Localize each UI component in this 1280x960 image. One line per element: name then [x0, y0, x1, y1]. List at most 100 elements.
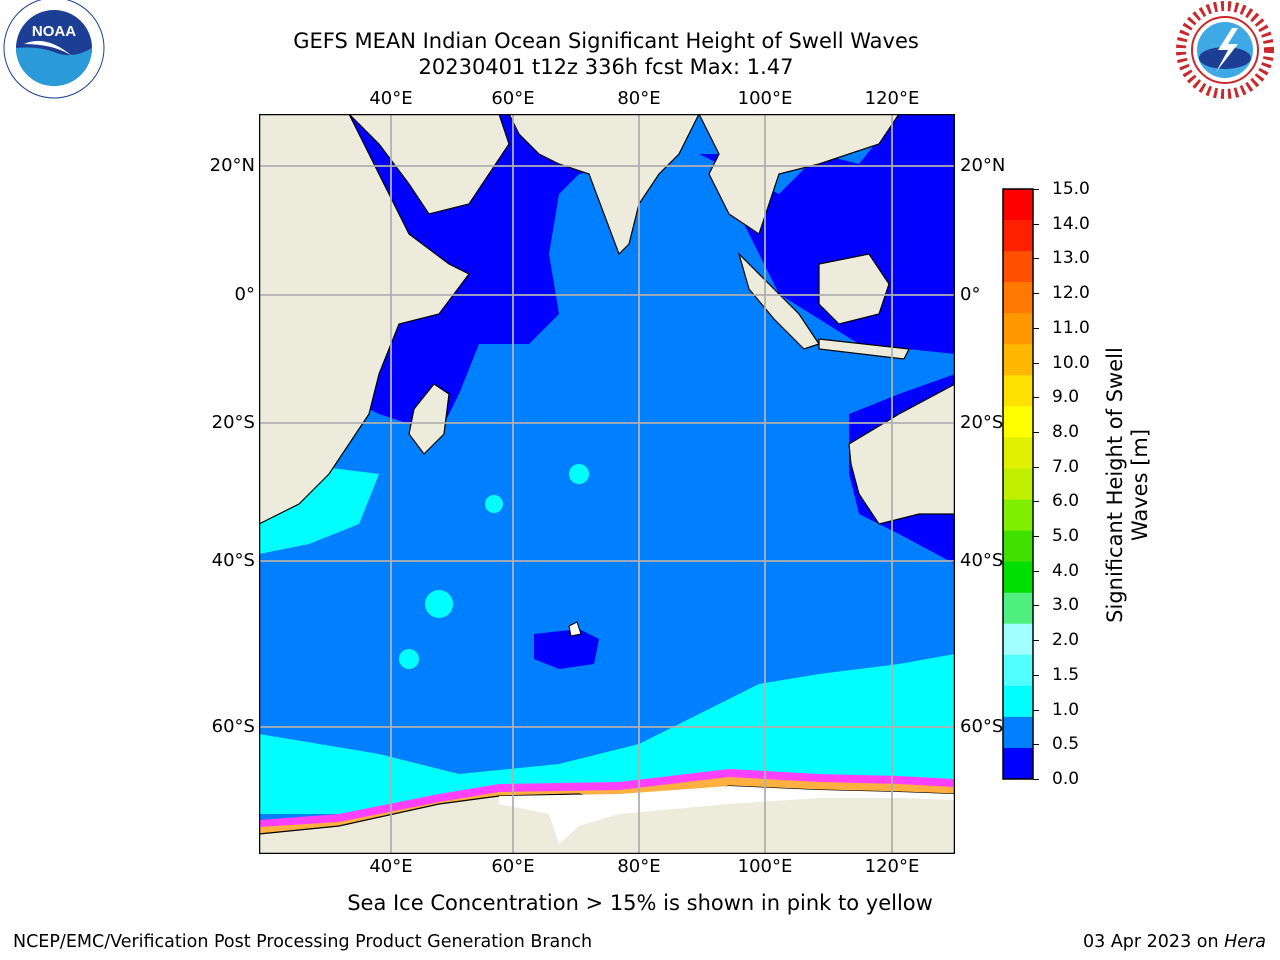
- land-java: [818, 338, 910, 360]
- colorbar-tick-label: 13.0: [1052, 248, 1090, 269]
- land-india: [508, 114, 700, 256]
- longitude-label: 80°E: [617, 856, 661, 877]
- longitude-label: 120°E: [864, 856, 920, 877]
- colorbar-segment: [1003, 282, 1033, 314]
- colorbar-segment: [1003, 220, 1033, 252]
- longitude-label: 40°E: [369, 88, 413, 109]
- colorbar-segment: [1003, 530, 1033, 563]
- colorbar-segment: [1003, 468, 1033, 501]
- colorbar-tick-label: 8.0: [1052, 421, 1080, 442]
- land-africa: [259, 114, 470, 525]
- colorbar-tick-mark: [1033, 397, 1039, 399]
- latitude-label: 40°S: [960, 550, 1004, 571]
- colorbar-segment: [1003, 623, 1033, 656]
- colorbar-tick-mark: [1033, 605, 1039, 607]
- colorbar-segment: [1003, 685, 1033, 718]
- longitude-label: 120°E: [864, 88, 920, 109]
- longitude-label: 100°E: [737, 88, 793, 109]
- moderate-swell-patch: [485, 495, 503, 513]
- latitude-label: 20°S: [960, 412, 1004, 433]
- colorbar-segment: [1003, 499, 1033, 532]
- land-australia: [848, 383, 954, 525]
- footer-host: Hera: [1224, 932, 1266, 952]
- land-madagascar: [408, 383, 450, 455]
- colorbar-tick-label: 2.0: [1052, 630, 1080, 651]
- colorbar-tick-label: 9.0: [1052, 387, 1080, 408]
- colorbar-tick-label: 10.0: [1052, 352, 1090, 373]
- colorbar-tick-label: 6.0: [1052, 491, 1080, 512]
- colorbar-tick-label: 1.5: [1052, 664, 1080, 685]
- longitude-label: 100°E: [737, 856, 793, 877]
- low-swell-region: [534, 629, 599, 669]
- colorbar-tick-label: 12.0: [1052, 283, 1090, 304]
- svg-text:NOAA: NOAA: [32, 23, 76, 40]
- colorbar-tick-mark: [1033, 709, 1039, 711]
- colorbar-segment: [1003, 592, 1033, 625]
- colorbar-tick-label: 7.0: [1052, 456, 1080, 477]
- longitude-label: 80°E: [617, 88, 661, 109]
- latitude-label: 20°N: [960, 155, 1006, 176]
- sea-ice-note: Sea Ice Concentration > 15% is shown in …: [347, 891, 933, 915]
- colorbar-tick-mark: [1033, 258, 1039, 260]
- chart-run-info: 20230401 t12z 336h fcst Max: 1.47: [418, 55, 794, 79]
- colorbar-tick-label: 5.0: [1052, 526, 1080, 547]
- moderate-swell-patch: [425, 590, 453, 618]
- footer-date: 03 Apr 2023 on Hera: [1083, 932, 1266, 952]
- colorbar-tick-mark: [1033, 501, 1039, 503]
- nws-logo: [1175, 0, 1275, 100]
- colorbar-segment: [1003, 313, 1033, 345]
- latitude-label: 60°S: [211, 716, 255, 737]
- colorbar-tick-label: 3.0: [1052, 595, 1080, 616]
- latitude-label: 20°N: [209, 155, 255, 176]
- land-kerguelen: [568, 621, 582, 637]
- latitude-label: 0°: [234, 284, 255, 305]
- colorbar-tick-mark: [1033, 536, 1039, 538]
- colorbar: [1002, 188, 1034, 780]
- colorbar-tick-mark: [1033, 744, 1039, 746]
- longitude-label: 40°E: [369, 856, 413, 877]
- colorbar-tick-mark: [1033, 189, 1039, 190]
- latitude-label: 60°S: [960, 716, 1004, 737]
- land-borneo: [818, 253, 890, 325]
- colorbar-tick-label: 0.0: [1052, 769, 1080, 789]
- colorbar-tick-label: 4.0: [1052, 560, 1080, 581]
- antarctic-ice-shelf: [499, 786, 954, 844]
- colorbar-tick-label: 14.0: [1052, 213, 1090, 234]
- latitude-label: 0°: [960, 284, 981, 305]
- colorbar-tick-mark: [1033, 327, 1039, 329]
- colorbar-tick-mark: [1033, 640, 1039, 642]
- colorbar-tick-mark: [1033, 293, 1039, 295]
- colorbar-tick-label: 15.0: [1052, 179, 1090, 199]
- chart-title: GEFS MEAN Indian Ocean Significant Heigh…: [293, 29, 919, 53]
- footer-credit: NCEP/EMC/Verification Post Processing Pr…: [13, 932, 593, 952]
- footer-date-text: 03 Apr 2023 on: [1083, 932, 1225, 952]
- land-sumatra: [737, 251, 820, 350]
- colorbar-tick-mark: [1033, 223, 1039, 225]
- colorbar-segment: [1003, 654, 1033, 687]
- colorbar-segment: [1003, 344, 1033, 376]
- longitude-label: 60°E: [491, 88, 535, 109]
- colorbar-tick-mark: [1033, 431, 1039, 433]
- colorbar-tick-mark: [1033, 779, 1039, 780]
- colorbar-segment: [1003, 437, 1033, 469]
- land-southeast-asia: [698, 114, 900, 235]
- colorbar-segment: [1003, 561, 1033, 594]
- colorbar-tick-label: 1.0: [1052, 699, 1080, 720]
- colorbar-segment: [1003, 716, 1033, 749]
- colorbar-tick-label: 0.5: [1052, 734, 1080, 755]
- colorbar-segment: [1003, 251, 1033, 283]
- colorbar-tick-label: 11.0: [1052, 317, 1090, 338]
- colorbar-tick-mark: [1033, 570, 1039, 572]
- colorbar-segment: [1003, 406, 1033, 438]
- noaa-logo: NOAA: [3, 0, 105, 99]
- moderate-swell-patch: [569, 464, 589, 484]
- colorbar-title: Significant Height of Swell Waves [m]: [1103, 347, 1152, 623]
- latitude-label: 40°S: [211, 550, 255, 571]
- colorbar-frame: [1002, 188, 1034, 780]
- colorbar-segment: [1003, 747, 1033, 780]
- colorbar-segment: [1003, 189, 1033, 221]
- ocean-map: [259, 114, 955, 854]
- land-arabia: [348, 114, 510, 215]
- colorbar-tick-mark: [1033, 674, 1039, 676]
- moderate-swell-patch: [399, 649, 419, 669]
